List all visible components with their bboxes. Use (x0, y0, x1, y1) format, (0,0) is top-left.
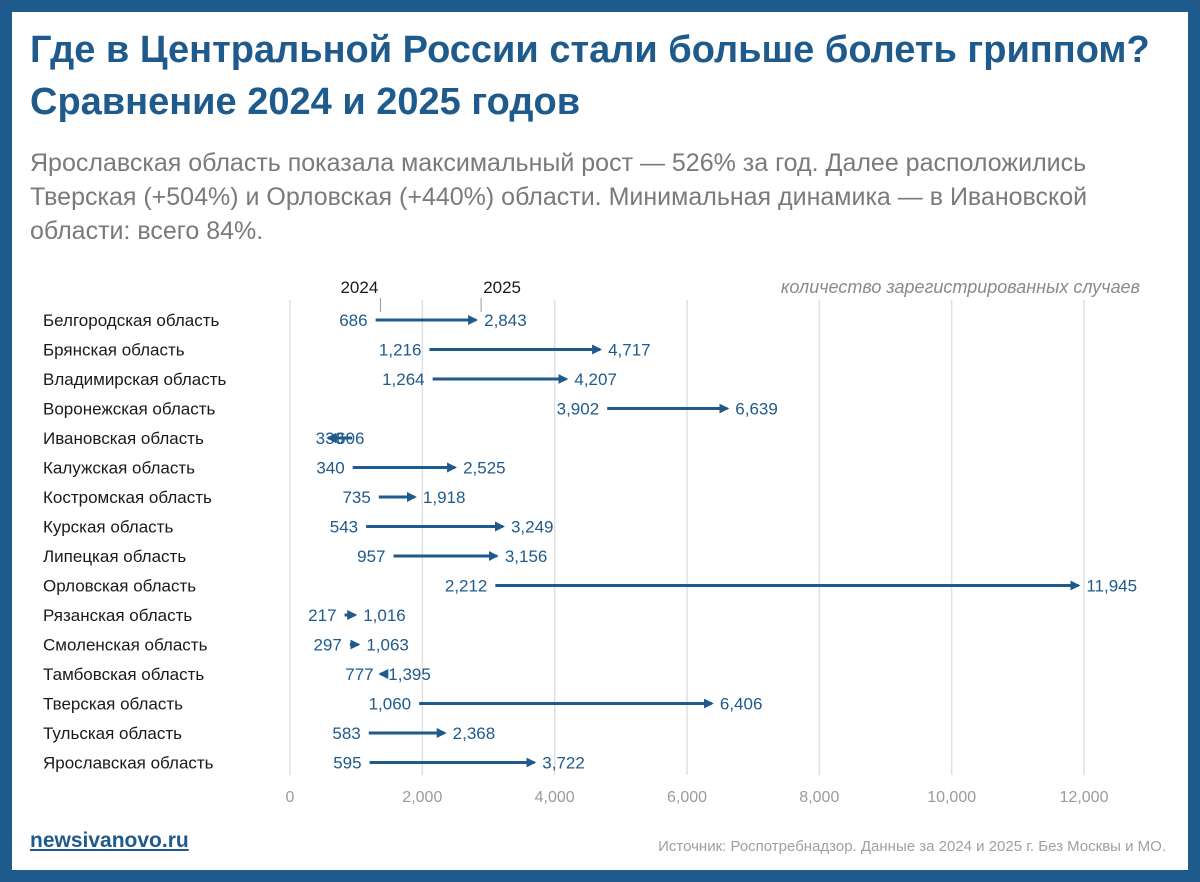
value-2024-label: 1,216 (379, 341, 422, 360)
region-label: Калужская область (43, 459, 195, 478)
x-tick-label: 0 (286, 789, 295, 806)
value-2025-label: 2,525 (463, 459, 506, 478)
chart-row: Смоленская область 297 1,063 (43, 636, 409, 655)
value-2025-label: 4,207 (574, 370, 617, 389)
infographic-card: Где в Центральной России стали больше бо… (12, 12, 1188, 870)
x-tick-label: 4,000 (535, 789, 575, 806)
region-label: Рязанская область (43, 606, 192, 625)
x-tick-label: 12,000 (1060, 789, 1109, 806)
value-2024-label: 3,902 (557, 400, 600, 419)
value-2024-label: 543 (330, 518, 358, 537)
chart-row: Калужская область 340 2,525 (43, 459, 506, 478)
value-2025-label: 2,368 (453, 724, 496, 743)
chart-row: Тамбовская область 777 1,395 (43, 665, 431, 684)
chart-row: Ярославская область 595 3,722 (43, 754, 585, 773)
region-label: Тульская область (43, 724, 182, 743)
region-label: Костромская область (43, 488, 212, 507)
chart-row: Курская область 543 3,249 (43, 518, 554, 537)
value-2025-label: 1,918 (423, 488, 466, 507)
region-label: Брянская область (43, 341, 185, 360)
value-2025-label: 11,945 (1086, 577, 1137, 596)
value-2024-label: 2,212 (445, 577, 488, 596)
chart-row: Тульская область 583 2,368 (43, 724, 495, 743)
value-2025-label: 3,722 (542, 754, 585, 773)
legend-2024-label: 2024 (340, 278, 378, 297)
chart-row: Белгородская область 686 2,843 (43, 311, 527, 330)
chart-row: Липецкая область 957 3,156 (43, 547, 547, 566)
chart-row: Владимирская область 1,264 4,207 (43, 370, 617, 389)
region-label: Тамбовская область (43, 665, 204, 684)
value-2025-label: 6,406 (720, 695, 763, 714)
region-label: Смоленская область (43, 636, 208, 655)
rows-layer: Белгородская область 686 2,843 Брянская обл… (43, 311, 1137, 773)
value-2024-label: 217 (308, 606, 336, 625)
region-label: Воронежская область (43, 400, 216, 419)
value-2024-label: 297 (313, 636, 341, 655)
chart-row: Тверская область 1,060 6,406 (43, 695, 762, 714)
page-subtitle: Ярославская область показала максимальны… (30, 149, 1088, 245)
region-label: Тверская область (43, 695, 183, 714)
legend-2025-label: 2025 (483, 278, 521, 297)
chart-row: Брянская область 1,216 4,717 (43, 341, 651, 360)
value-2024-label: 957 (357, 547, 385, 566)
value-2025-label: 1,395 (388, 665, 431, 684)
region-label: Липецкая область (43, 547, 186, 566)
value-2024-label: 595 (333, 754, 361, 773)
region-label: Орловская область (43, 577, 196, 596)
value-2024-label: 1,060 (369, 695, 412, 714)
chart-row: Орловская область 2,212 11,945 (43, 577, 1137, 596)
value-2024-label: 735 (342, 488, 370, 507)
value-2025-label: 1,016 (363, 606, 406, 625)
region-label: Ивановская область (43, 429, 204, 448)
value-2025-label: 3,249 (511, 518, 554, 537)
unit-label: количество зарегистрированных случаев (781, 277, 1140, 297)
region-label: Ярославская область (43, 754, 214, 773)
grid-layer (289, 300, 1085, 775)
value-2025-label: 4,717 (608, 341, 651, 360)
x-tick-label: 10,000 (927, 789, 976, 806)
value-2025-label: 606 (336, 429, 364, 448)
x-tick-label: 8,000 (799, 789, 839, 806)
source-note: Источник: Роспотребнадзор. Данные за 202… (658, 838, 1166, 855)
chart-row: Воронежская область 3,902 6,639 (43, 400, 778, 419)
value-2024-label: 1,264 (382, 370, 425, 389)
region-label: Владимирская область (43, 370, 227, 389)
value-2025-label: 6,639 (735, 400, 778, 419)
region-label: Курская область (43, 518, 173, 537)
brand-link[interactable]: newsivanovo.ru (30, 829, 189, 852)
legend-layer: 2024 2025 количество зарегистрированных сл… (340, 277, 1140, 312)
page-title: Где в Центральной России стали больше бо… (30, 29, 1150, 123)
value-2024-label: 583 (332, 724, 360, 743)
x-tick-label: 6,000 (667, 789, 707, 806)
chart-row: Рязанская область 217 1,016 (43, 606, 406, 625)
value-2025-label: 3,156 (505, 547, 548, 566)
value-2024-label: 777 (345, 665, 373, 684)
x-tick-label: 2,000 (402, 789, 442, 806)
region-label: Белгородская область (43, 311, 219, 330)
value-2025-label: 1,063 (366, 636, 409, 655)
value-2024-label: 340 (316, 459, 344, 478)
x-axis: 0 2,000 4,000 6,000 8,000 10,000 12,000 (286, 789, 1109, 806)
value-2025-label: 2,843 (484, 311, 527, 330)
value-2024-label: 686 (339, 311, 367, 330)
chart-row: Костромская область 735 1,918 (43, 488, 465, 507)
